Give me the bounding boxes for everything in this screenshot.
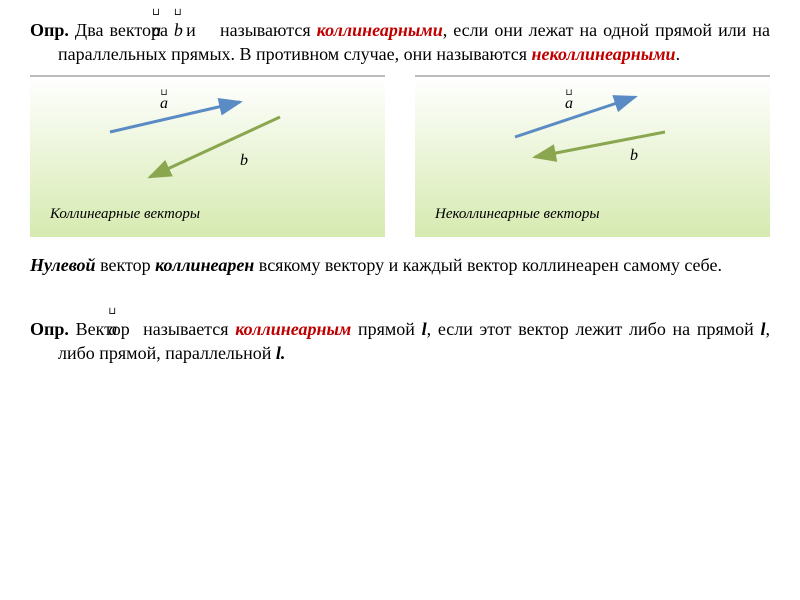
def2-t3: коллинеарен [155,255,254,275]
def3-t3: прямой [351,319,421,339]
term-collinear: коллинеарными [317,20,443,40]
panel-vec-a-label: ⊔a [565,95,573,113]
panel-vec-b-label: b [240,152,248,170]
def2-t2: вектор [96,255,156,275]
def3-prefix: Опр. [30,319,69,339]
definition-2: Нулевой вектор коллинеарен всякому векто… [30,253,770,277]
noncollinear-caption: Неколлинеарные векторы [435,206,600,223]
noncollinear-panel: ⊔a b Неколлинеарные векторы [415,75,770,235]
vec-arrow-icon: ⊔ [160,87,167,98]
def1-t4: . [676,44,681,64]
panel-vec-b-label: b [630,147,638,165]
vec-arrow-icon: ⊔ [565,87,572,98]
def2-t1: Нулевой [30,255,96,275]
vec-a-letter-3: a [108,319,117,339]
def3-t2: называется [136,319,235,339]
collinear-panel: ⊔a b Коллинеарные векторы [30,75,385,235]
term-collinear-3: коллинеарным [235,319,351,339]
label-b-text: b [240,152,248,169]
vec-b-letter: b [174,20,183,40]
definition-1: Опр. Два вектора ⊔a и ⊔b называются колл… [30,18,770,67]
panel-vec-a-label: ⊔a [160,95,168,113]
collinear-caption: Коллинеарные векторы [50,206,200,223]
line-l-3: l. [276,343,286,363]
label-b-text: b [630,147,638,164]
def1-prefix: Опр. [30,20,69,40]
def1-t2: называются [214,20,317,40]
def3-t4: , если этот вектор лежит либо на прямой [427,319,761,339]
def1-and: и [180,20,202,40]
def3-t1: Вектор [69,319,137,339]
definition-3: Опр. Вектор ⊔a называется коллинеарным п… [30,317,770,366]
vec-a-letter: a [152,20,161,40]
term-noncollinear: неколлинеарными [532,44,676,64]
def2-t4: всякому вектору и каждый вектор коллинеа… [254,255,722,275]
diagram-row: ⊔a b Коллинеарные векторы ⊔a b [30,75,770,235]
